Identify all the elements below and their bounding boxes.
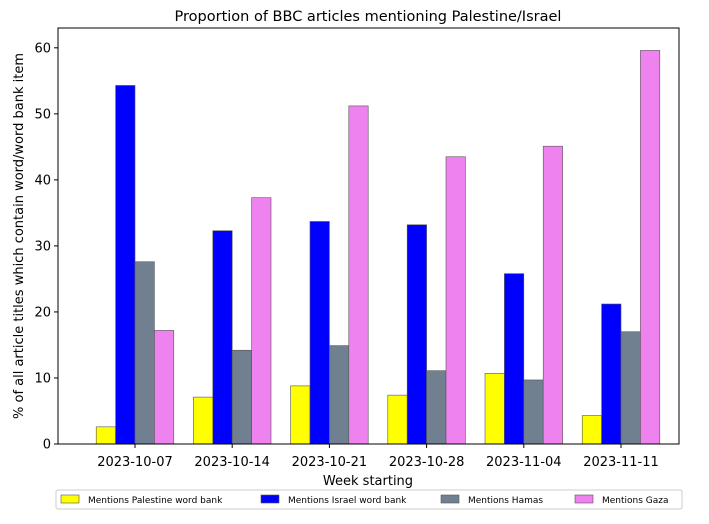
legend-label-mentions-israel-word-bank: Mentions Israel word bank xyxy=(288,496,407,506)
bar-mentions-israel-word-bank-2023-10-14 xyxy=(212,230,233,445)
bar-mentions-israel-word-bank-2023-11-04 xyxy=(504,273,525,445)
bar-mentions-israel-word-bank-2023-10-21 xyxy=(309,221,330,445)
y-tick-label: 40 xyxy=(34,173,51,188)
chart-title: Proportion of BBC articles mentioning Pa… xyxy=(175,9,562,25)
x-axis: 2023-10-07 2023-10-14 2023-10-21 2023-10-28… xyxy=(97,444,659,470)
y-tick-label: 50 xyxy=(34,107,51,122)
bar-mentions-gaza-2023-10-07 xyxy=(154,330,175,445)
x-axis-label: Week starting xyxy=(323,474,413,489)
bar-mentions-gaza-2023-10-21 xyxy=(348,105,369,445)
legend-label-mentions-gaza: Mentions Gaza xyxy=(602,496,669,506)
legend-swatch-mentions-palestine-word-bank xyxy=(60,494,80,504)
x-tick-label: 2023-11-04 xyxy=(486,455,562,470)
x-tick-label: 2023-10-07 xyxy=(97,455,173,470)
bars-group xyxy=(95,50,661,445)
y-axis-label: % of all article titles which contain wo… xyxy=(12,53,27,419)
legend-swatch-mentions-israel-word-bank xyxy=(260,494,280,504)
legend-label-mentions-hamas: Mentions Hamas xyxy=(468,496,543,506)
y-tick-label: 10 xyxy=(34,371,51,386)
x-tick-label: 2023-10-28 xyxy=(389,455,465,470)
legend-frame xyxy=(55,489,683,510)
x-tick-label: 2023-10-21 xyxy=(292,455,368,470)
bar-mentions-hamas-2023-10-28 xyxy=(426,370,447,445)
bar-mentions-gaza-2023-11-04 xyxy=(542,145,563,445)
bar-mentions-hamas-2023-10-21 xyxy=(329,345,350,445)
legend-swatch-mentions-hamas xyxy=(440,494,460,504)
bar-mentions-palestine-word-bank-2023-10-14 xyxy=(193,396,214,445)
legend: Mentions Palestine word bank Mentions Isr… xyxy=(55,489,683,510)
bar-mentions-israel-word-bank-2023-10-28 xyxy=(406,224,427,445)
bar-mentions-hamas-2023-10-14 xyxy=(231,349,252,445)
bar-mentions-gaza-2023-11-11 xyxy=(640,50,661,445)
y-tick-label: 20 xyxy=(34,305,51,320)
bar-mentions-hamas-2023-10-07 xyxy=(134,261,155,445)
y-tick-label: 30 xyxy=(34,239,51,254)
bar-mentions-hamas-2023-11-11 xyxy=(620,331,641,445)
bar-mentions-israel-word-bank-2023-10-07 xyxy=(115,85,136,445)
plot-frame xyxy=(57,27,680,445)
y-axis: 0 10 20 30 40 50 60 xyxy=(34,41,58,453)
bar-mentions-palestine-word-bank-2023-11-04 xyxy=(484,373,505,445)
bar-mentions-gaza-2023-10-14 xyxy=(251,197,272,445)
legend-label-mentions-palestine-word-bank: Mentions Palestine word bank xyxy=(88,496,223,506)
bar-mentions-hamas-2023-11-04 xyxy=(523,379,544,445)
bar-mentions-palestine-word-bank-2023-10-07 xyxy=(95,426,116,445)
bar-mentions-palestine-word-bank-2023-10-28 xyxy=(387,394,408,445)
bar-mentions-palestine-word-bank-2023-11-11 xyxy=(581,415,602,445)
y-tick-label: 0 xyxy=(43,438,51,453)
x-tick-label: 2023-10-14 xyxy=(194,455,270,470)
x-tick-label: 2023-11-11 xyxy=(583,455,659,470)
bar-mentions-palestine-word-bank-2023-10-21 xyxy=(290,385,311,445)
bar-mentions-israel-word-bank-2023-11-11 xyxy=(601,303,622,445)
y-tick-label: 60 xyxy=(34,41,51,56)
bar-mentions-gaza-2023-10-28 xyxy=(445,156,466,445)
legend-swatch-mentions-gaza xyxy=(574,494,594,504)
